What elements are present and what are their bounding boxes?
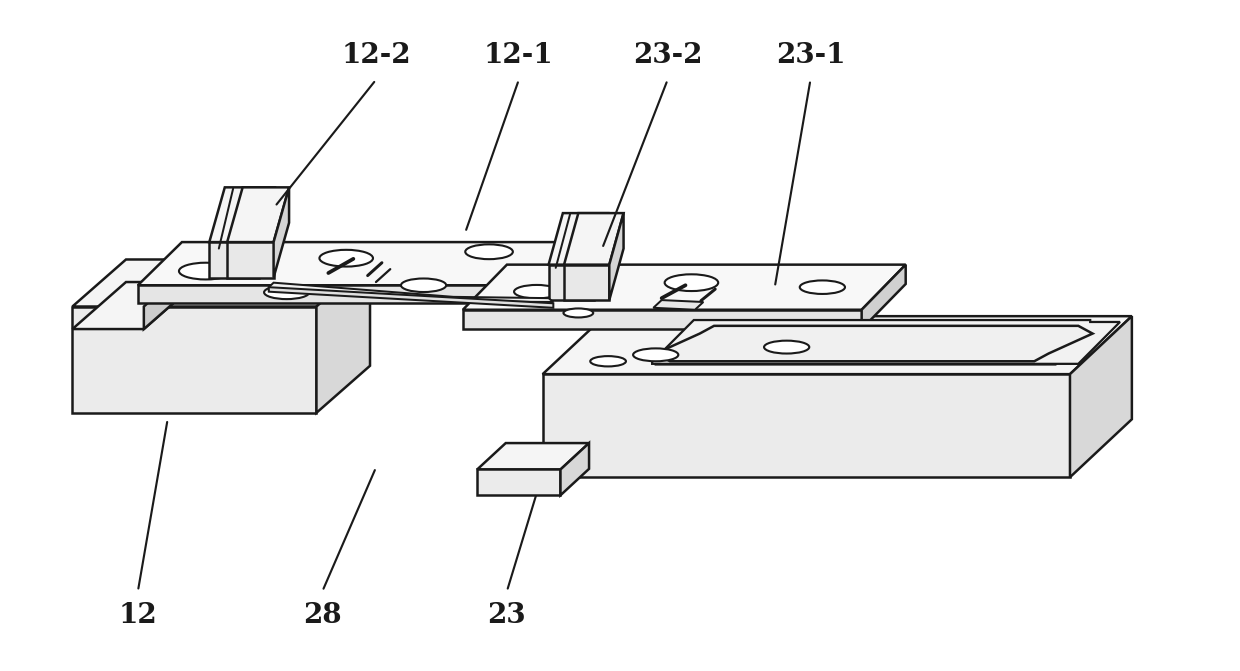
Polygon shape [274, 187, 289, 278]
Polygon shape [210, 242, 259, 278]
Polygon shape [138, 242, 608, 285]
Ellipse shape [764, 341, 810, 354]
Polygon shape [564, 264, 609, 300]
Polygon shape [560, 443, 589, 495]
Ellipse shape [465, 244, 513, 259]
Polygon shape [653, 300, 703, 310]
Polygon shape [594, 213, 608, 300]
Ellipse shape [515, 285, 559, 299]
Polygon shape [72, 260, 370, 307]
Ellipse shape [800, 280, 844, 294]
Polygon shape [548, 213, 608, 264]
Polygon shape [227, 187, 289, 242]
Polygon shape [72, 307, 316, 413]
Polygon shape [210, 187, 275, 242]
Ellipse shape [401, 278, 446, 292]
Text: 23: 23 [487, 602, 526, 629]
Text: 12: 12 [119, 602, 157, 629]
Polygon shape [652, 320, 1120, 364]
Polygon shape [463, 264, 905, 310]
Polygon shape [477, 443, 589, 470]
Polygon shape [138, 285, 564, 303]
Ellipse shape [590, 356, 626, 366]
Polygon shape [72, 282, 197, 329]
Polygon shape [564, 213, 624, 264]
Ellipse shape [264, 286, 309, 299]
Polygon shape [463, 310, 862, 329]
Polygon shape [656, 326, 1092, 361]
Ellipse shape [563, 309, 593, 317]
Polygon shape [656, 323, 1100, 364]
Polygon shape [259, 187, 275, 278]
Polygon shape [269, 287, 553, 308]
Polygon shape [862, 264, 905, 329]
Text: 12-1: 12-1 [484, 42, 553, 69]
Polygon shape [144, 260, 197, 329]
Polygon shape [609, 213, 624, 300]
Polygon shape [543, 316, 1132, 374]
Ellipse shape [179, 263, 233, 279]
Text: 28: 28 [303, 602, 342, 629]
Polygon shape [543, 374, 1070, 477]
Polygon shape [564, 242, 608, 303]
Ellipse shape [320, 250, 373, 266]
Polygon shape [548, 264, 594, 300]
Polygon shape [269, 282, 553, 302]
Text: 23-2: 23-2 [632, 42, 702, 69]
Text: 12-2: 12-2 [341, 42, 410, 69]
Text: 23-1: 23-1 [776, 42, 846, 69]
Polygon shape [316, 260, 370, 413]
Ellipse shape [634, 348, 678, 361]
Polygon shape [227, 242, 274, 278]
Polygon shape [477, 470, 560, 495]
Ellipse shape [665, 274, 718, 291]
Polygon shape [1070, 316, 1132, 477]
